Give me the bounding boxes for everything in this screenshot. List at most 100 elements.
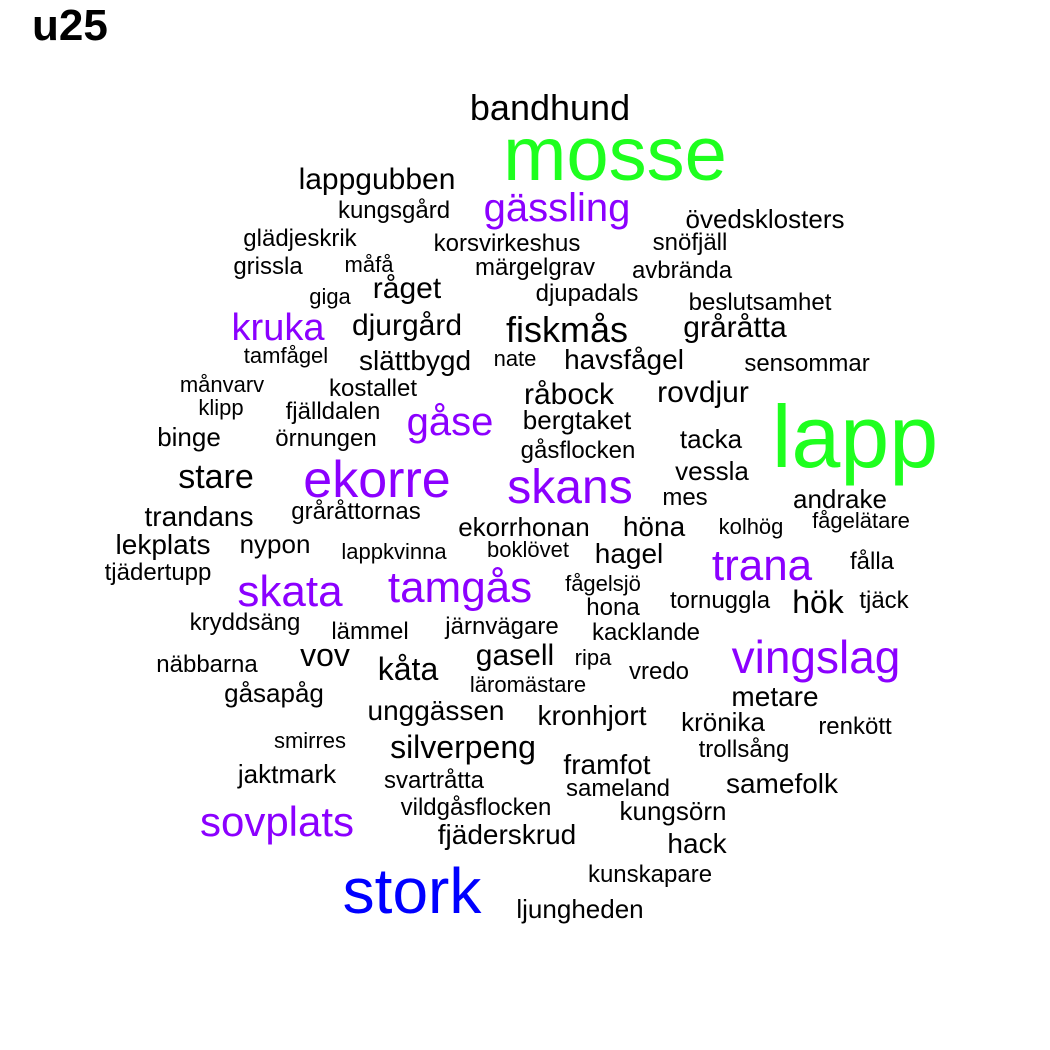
cloud-word: vessla — [675, 456, 749, 486]
cloud-word: trana — [711, 541, 813, 590]
cloud-word: kryddsäng — [189, 609, 301, 636]
cloud-word: boklövet — [487, 537, 569, 562]
cloud-word: ekorre — [303, 451, 451, 509]
cloud-word: fålla — [849, 548, 895, 575]
cloud-word: slättbygd — [358, 345, 472, 376]
cloud-word: djupadals — [535, 280, 639, 307]
cloud-word: jaktmark — [237, 759, 337, 789]
cloud-word: ripa — [574, 645, 612, 670]
cloud-word: råbock — [523, 378, 615, 411]
cloud-word: ljungheden — [516, 894, 644, 924]
cloud-word: hack — [667, 828, 727, 859]
cloud-word: kostallet — [328, 375, 418, 402]
cloud-word: unggässen — [367, 695, 505, 726]
cloud-word: gåsflocken — [520, 437, 636, 464]
cloud-word: vredo — [628, 658, 690, 685]
cloud-word: fågelätare — [812, 508, 910, 533]
cloud-word: korsvirkeshus — [433, 230, 581, 257]
cloud-word: månvarv — [179, 372, 265, 397]
cloud-word: framfot — [563, 749, 651, 780]
cloud-word: sovplats — [199, 798, 355, 845]
cloud-word: tjäck — [859, 587, 909, 614]
cloud-word: gåsapåg — [224, 678, 324, 708]
cloud-word: näbbarna — [156, 651, 258, 678]
cloud-word: tjädertupp — [104, 559, 212, 586]
cloud-word: lappkvinna — [341, 539, 447, 564]
cloud-word: lämmel — [331, 618, 409, 645]
cloud-word: avbrända — [631, 257, 733, 284]
cloud-word: samefolk — [725, 768, 839, 799]
cloud-word: svartråtta — [383, 767, 485, 794]
cloud-word: tacka — [679, 424, 743, 454]
cloud-word: hagel — [594, 538, 664, 569]
cloud-word: andrake — [793, 484, 887, 514]
cloud-word: trollsång — [698, 736, 790, 763]
cloud-word: vov — [300, 637, 350, 673]
cloud-word: lapp — [771, 387, 939, 486]
cloud-word: övedsklosters — [685, 204, 845, 234]
cloud-word: läromästare — [469, 672, 587, 697]
cloud-word: stork — [342, 855, 482, 927]
cloud-word: smirres — [273, 728, 347, 753]
cloud-word: fjäderskrud — [437, 819, 577, 850]
cloud-word: lekplats — [115, 529, 211, 560]
cloud-word: kunskapare — [587, 861, 713, 888]
cloud-word: giga — [309, 284, 351, 309]
cloud-word: binge — [157, 422, 221, 452]
cloud-word: mosse — [503, 112, 727, 197]
cloud-word: skans — [507, 461, 633, 514]
cloud-word: rovdjur — [657, 376, 749, 409]
cloud-word: beslutsamhet — [688, 289, 832, 316]
cloud-word: vildgåsflocken — [400, 794, 552, 821]
cloud-word: krönika — [681, 707, 765, 737]
cloud-word: gråråtta — [683, 311, 787, 344]
cloud-word: silverpeng — [390, 729, 536, 765]
cloud-word: kolhög — [718, 514, 784, 539]
cloud-word: renkött — [818, 713, 892, 740]
cloud-word: fjälldalen — [285, 398, 381, 425]
cloud-word: hök — [792, 584, 844, 620]
cloud-word: höna — [622, 511, 686, 542]
cloud-word: sameland — [565, 775, 671, 802]
cloud-word: gasell — [475, 639, 555, 672]
cloud-word: tamgås — [387, 563, 533, 612]
cloud-word: lappgubben — [298, 163, 456, 196]
cloud-word: kungsgård — [337, 197, 451, 224]
cloud-word: tamfågel — [243, 343, 329, 368]
cloud-word: fiskmås — [505, 309, 629, 350]
cloud-word: tornuggla — [669, 587, 771, 614]
cloud-word: bergtaket — [522, 405, 632, 435]
cloud-word: kåta — [377, 651, 439, 687]
cloud-word: ekorrhonan — [458, 512, 590, 542]
cloud-word: kruka — [231, 307, 325, 349]
cloud-word: järnvägare — [445, 613, 559, 640]
cloud-word: nate — [493, 346, 537, 371]
cloud-word: bandhund — [469, 87, 631, 128]
cloud-word: gåse — [406, 400, 494, 444]
cloud-word: hona — [586, 594, 640, 621]
cloud-word: märgelgrav — [474, 254, 596, 281]
page-title: u25 — [32, 1, 108, 50]
cloud-word: havsfågel — [564, 344, 684, 375]
cloud-word: kacklande — [591, 619, 701, 646]
cloud-word: sensommar — [744, 350, 870, 377]
cloud-word: mes — [662, 484, 708, 511]
cloud-word: stare — [178, 458, 254, 496]
cloud-word: gässling — [483, 186, 631, 230]
cloud-word: skata — [237, 567, 343, 616]
cloud-word: trandans — [144, 501, 254, 532]
cloud-word: råget — [372, 272, 442, 305]
cloud-word: klipp — [198, 395, 244, 420]
cloud-word: vingslag — [731, 631, 901, 683]
cloud-word: kungsörn — [619, 796, 727, 826]
cloud-word: metare — [731, 681, 819, 712]
cloud-word: glädjeskrik — [243, 225, 357, 252]
cloud-word: snöfjäll — [652, 229, 728, 256]
cloud-word: grissla — [233, 253, 303, 280]
cloud-word: gråråttornas — [291, 498, 421, 525]
cloud-word: nypon — [239, 529, 311, 559]
cloud-word: kronhjort — [537, 700, 647, 731]
cloud-word: djurgård — [351, 309, 463, 342]
cloud-word: örnungen — [275, 425, 377, 452]
